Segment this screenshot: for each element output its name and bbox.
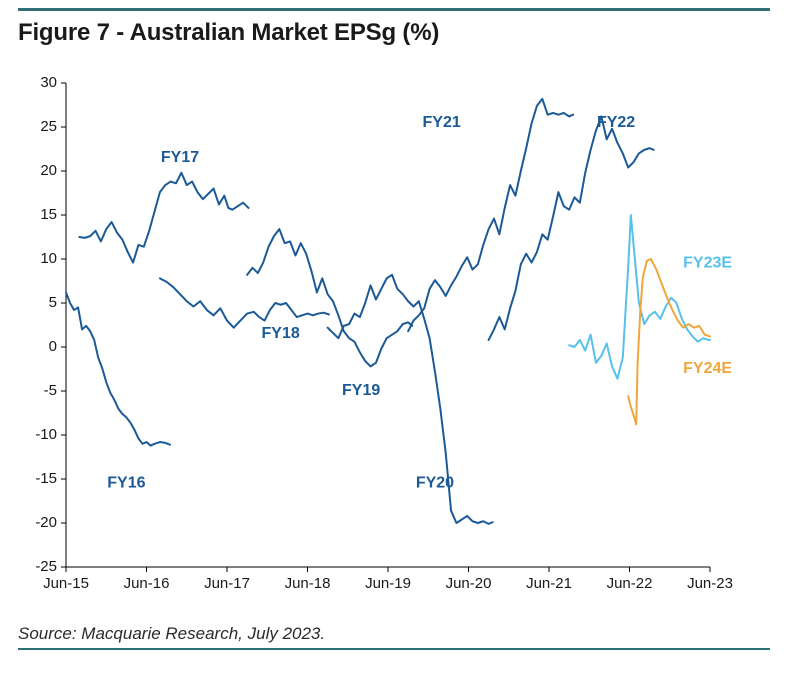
chart-area: -25 -20 -15 -10 -5 0 5 10 15 20 25 30 Jun-15 Jun-16 Ju… xyxy=(18,53,770,618)
y-tick-label: 20 xyxy=(40,162,57,179)
figure-title: Figure 7 - Australian Market EPSg (%) xyxy=(18,19,770,47)
y-tick-label: -20 xyxy=(35,514,57,531)
y-tick-label: -25 xyxy=(35,558,57,575)
top-rule xyxy=(18,8,770,11)
x-tick-label: Jun-16 xyxy=(124,575,170,592)
series-label-FY17: FY17 xyxy=(161,149,199,166)
x-tick-label: Jun-15 xyxy=(43,575,89,592)
series-label-FY20: FY20 xyxy=(416,475,454,492)
figure-container: Figure 7 - Australian Market EPSg (%) -2… xyxy=(0,0,788,660)
bottom-rule xyxy=(18,648,770,650)
series-label-FY24E: FY24E xyxy=(683,360,732,377)
x-tick-label: Jun-19 xyxy=(365,575,411,592)
series-label-FY19: FY19 xyxy=(342,382,380,399)
series-label-FY22: FY22 xyxy=(597,114,635,131)
y-tick-label: 15 xyxy=(40,206,57,223)
y-tick-label: 5 xyxy=(49,294,57,311)
x-tick-label: Jun-18 xyxy=(285,575,331,592)
x-tick-label: Jun-20 xyxy=(446,575,492,592)
y-tick-label: 0 xyxy=(49,338,57,355)
line-chart: -25 -20 -15 -10 -5 0 5 10 15 20 25 30 Jun-15 Jun-16 Ju… xyxy=(18,53,770,613)
series-label-FY21: FY21 xyxy=(423,114,461,131)
y-tick-label: -15 xyxy=(35,470,57,487)
x-tick-label: Jun-21 xyxy=(526,575,572,592)
y-tick-label: 25 xyxy=(40,118,57,135)
y-tick-label: 10 xyxy=(40,250,57,267)
y-tick-label: 30 xyxy=(40,74,57,91)
y-tick-label: -5 xyxy=(44,382,57,399)
series-label-FY23E: FY23E xyxy=(683,255,732,272)
source-caption: Source: Macquarie Research, July 2023. xyxy=(18,624,770,644)
y-tick-label: -10 xyxy=(35,426,57,443)
x-tick-label: Jun-22 xyxy=(607,575,653,592)
x-tick-label: Jun-17 xyxy=(204,575,250,592)
x-tick-label: Jun-23 xyxy=(687,575,733,592)
series-label-FY18: FY18 xyxy=(262,325,300,342)
series-label-FY16: FY16 xyxy=(107,475,145,492)
